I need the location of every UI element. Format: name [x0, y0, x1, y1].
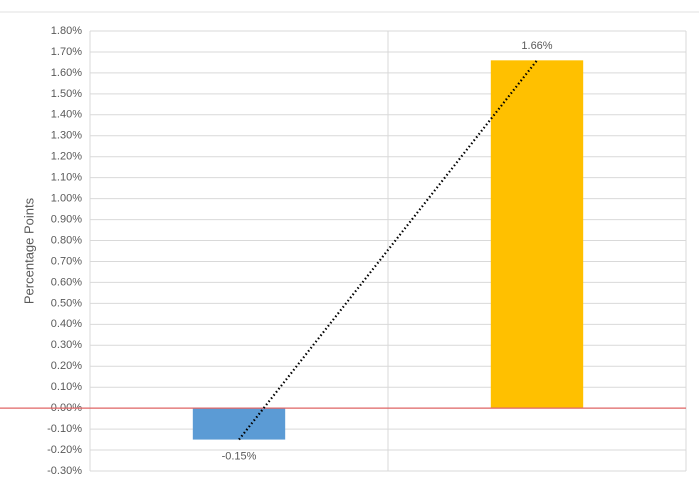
y-tick-label: 1.40%	[51, 109, 82, 121]
y-tick-label: 0.90%	[51, 213, 82, 225]
y-tick-label: 0.70%	[51, 255, 82, 267]
y-tick-label: 0.20%	[51, 360, 82, 372]
y-tick-label: 1.80%	[51, 25, 82, 37]
y-tick-label: 0.60%	[51, 276, 82, 288]
y-tick-label: 0.10%	[51, 381, 82, 393]
y-tick-label: 0.40%	[51, 318, 82, 330]
value-label: 1.66%	[521, 40, 552, 52]
y-tick-label: 1.50%	[51, 88, 82, 100]
y-tick-label: 1.70%	[51, 46, 82, 58]
y-tick-label: -0.30%	[47, 465, 82, 477]
value-label: -0.15%	[222, 450, 257, 462]
y-axis-title: Percentage Points	[21, 197, 36, 304]
y-tick-label: 1.00%	[51, 193, 82, 205]
y-tick-label: 0.30%	[51, 339, 82, 351]
y-tick-label: 1.20%	[51, 151, 82, 163]
y-tick-label: 1.30%	[51, 130, 82, 142]
y-tick-label: 0.50%	[51, 297, 82, 309]
y-tick-label: -0.20%	[47, 444, 82, 456]
y-tick-label: 1.60%	[51, 67, 82, 79]
trendline	[238, 59, 538, 441]
bar	[490, 60, 584, 409]
y-tick-label: -0.10%	[47, 423, 82, 435]
bar	[192, 408, 286, 440]
y-tick-label: 1.10%	[51, 172, 82, 184]
y-tick-label: 0.80%	[51, 234, 82, 246]
